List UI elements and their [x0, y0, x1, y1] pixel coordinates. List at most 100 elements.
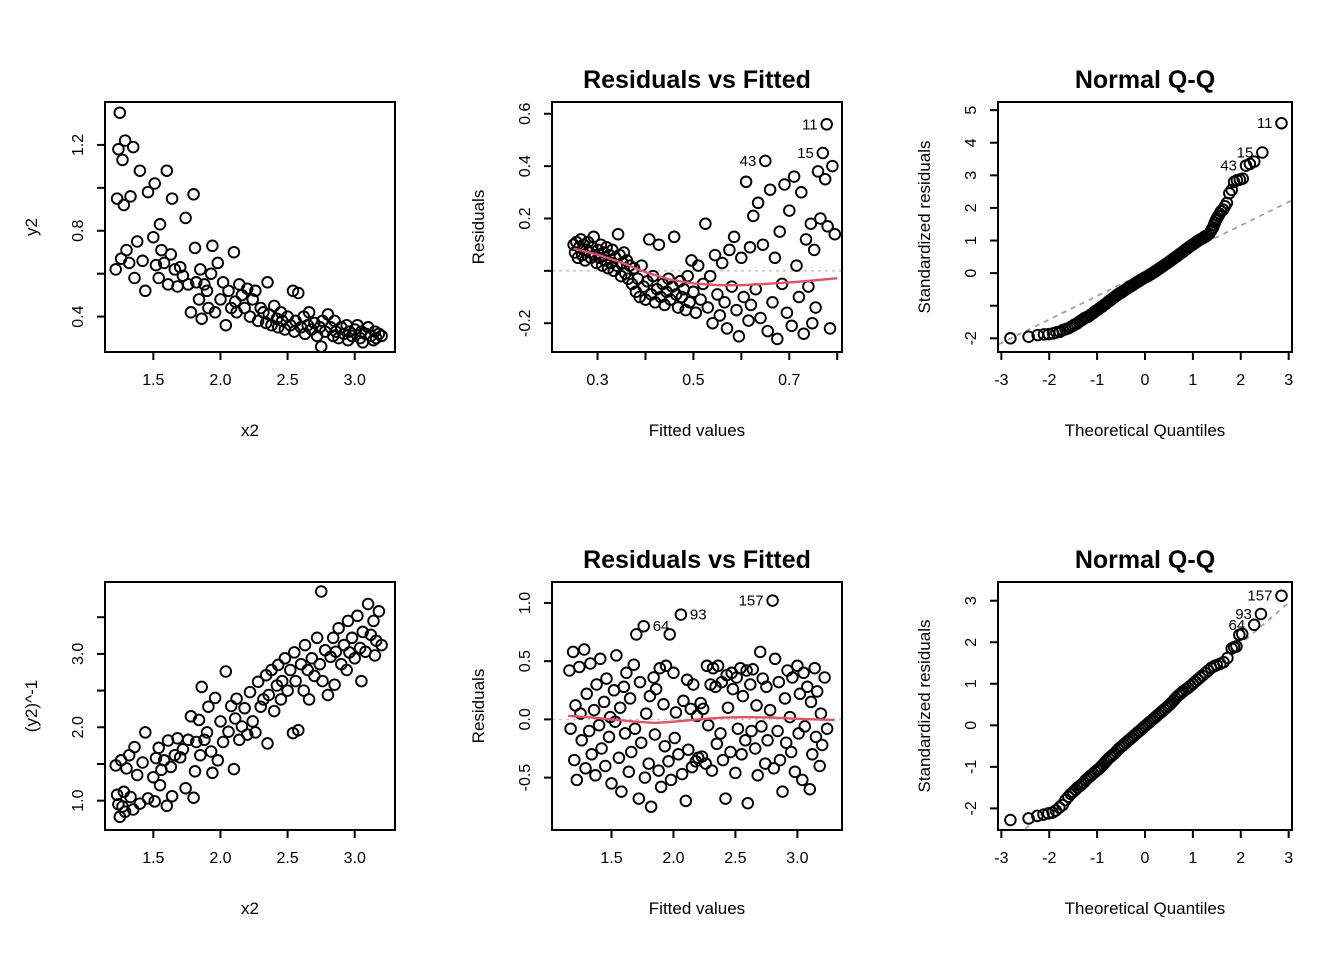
lowess-smooth-line: [573, 247, 838, 287]
data-point: [797, 666, 810, 680]
data-point: [809, 301, 822, 314]
data-point: [808, 661, 821, 675]
data-point: [243, 685, 257, 699]
data-point: [677, 694, 690, 708]
data-point: [682, 743, 695, 756]
data-point: [585, 748, 598, 761]
data-point: [195, 312, 208, 325]
data-point: [657, 698, 670, 711]
data-point: [176, 743, 190, 756]
data-point: [787, 170, 801, 183]
data-point: [711, 659, 725, 673]
data-point: [564, 722, 577, 735]
data-point: [141, 185, 155, 199]
data-point: [766, 296, 779, 309]
data-point: [582, 724, 596, 738]
y-tick-label: -1: [963, 760, 980, 774]
data-point: [725, 280, 739, 293]
data-point: [761, 734, 774, 747]
data-point: [340, 663, 353, 677]
data-point: [211, 754, 225, 767]
data-point: [206, 239, 219, 253]
data-point: [701, 718, 715, 732]
data-point: [807, 243, 821, 257]
outlier-point-label: 43: [1220, 158, 1237, 175]
y-axis-title: Residuals: [469, 669, 488, 744]
y-axis-title: Standardized residuals: [915, 141, 934, 314]
data-point: [720, 322, 734, 335]
y-tick-label: 1.0: [517, 592, 534, 614]
data-point: [653, 661, 667, 675]
data-point: [181, 278, 195, 291]
data-point: [148, 177, 161, 190]
panel-residuals-vs-fitted-bottom: 64 93 157 1.5 2.0 2.5 3.0 -0.5 0.0 0.5 1.0 Residual…: [469, 546, 843, 918]
data-point: [262, 688, 276, 702]
data-point: [662, 755, 675, 768]
data-point: [271, 321, 285, 334]
data-point: [141, 792, 155, 805]
data-point: [643, 233, 656, 246]
data-point: [613, 701, 627, 714]
data-point: [809, 730, 823, 744]
data-point: [669, 706, 683, 719]
data-point: [750, 699, 763, 712]
data-point: [214, 715, 227, 728]
data-point: [292, 723, 305, 737]
data-point: [1225, 183, 1238, 197]
y-tick-label: 3.0: [70, 643, 87, 665]
data-point: [768, 251, 782, 265]
data-point: [329, 645, 343, 658]
outlier-point-label: 157: [1247, 588, 1272, 605]
data-point: [130, 768, 144, 782]
data-point: [664, 773, 678, 787]
data-point: [136, 756, 149, 769]
data-point: [727, 230, 741, 244]
y-axis-title: Standardized residuals: [915, 620, 934, 793]
data-point: [117, 198, 131, 212]
y-tick-label: 1: [963, 679, 980, 688]
x-tick-label: -1: [1090, 372, 1104, 389]
data-point: [747, 209, 760, 223]
x-tick-label: -1: [1090, 850, 1104, 867]
data-point: [643, 689, 657, 703]
data-point: [241, 728, 254, 741]
x-axis-title: x2: [241, 421, 259, 440]
data-point: [130, 235, 144, 248]
data-point: [737, 290, 750, 304]
data-point: [615, 785, 628, 798]
data-point: [164, 760, 178, 774]
data-point: [139, 284, 152, 298]
outlier-point-label: 93: [1235, 606, 1252, 623]
panel-title: Normal Q-Q: [1075, 546, 1215, 574]
data-point: [294, 657, 308, 671]
data-point: [804, 695, 818, 709]
data-point: [128, 271, 141, 285]
data-point: [194, 263, 207, 276]
x-tick-label: 2.5: [276, 850, 298, 867]
data-point: [368, 649, 382, 662]
data-point: [267, 704, 281, 718]
data-point: [772, 675, 786, 689]
data-point: [667, 230, 681, 244]
data-point: [113, 106, 127, 119]
outlier-point-label: 93: [690, 607, 707, 624]
data-point: [730, 303, 743, 317]
data-point: [214, 293, 227, 306]
y-axis-title: (y2)^-1: [22, 680, 41, 732]
y-tick-label: 0.5: [517, 650, 534, 672]
data-point: [600, 241, 613, 254]
data-point: [773, 753, 787, 767]
data-point: [695, 750, 709, 763]
y-tick-label: -2: [963, 331, 980, 345]
data-point: [351, 609, 364, 623]
data-point: [783, 204, 796, 217]
data-point: [696, 702, 710, 716]
data-point: [630, 628, 643, 641]
data-point: [633, 675, 647, 689]
data-point: [275, 674, 289, 688]
data-point: [321, 308, 335, 321]
x-tick-label: 3.0: [344, 372, 366, 389]
data-point: [622, 765, 636, 779]
x-axis-title: x2: [241, 899, 259, 918]
